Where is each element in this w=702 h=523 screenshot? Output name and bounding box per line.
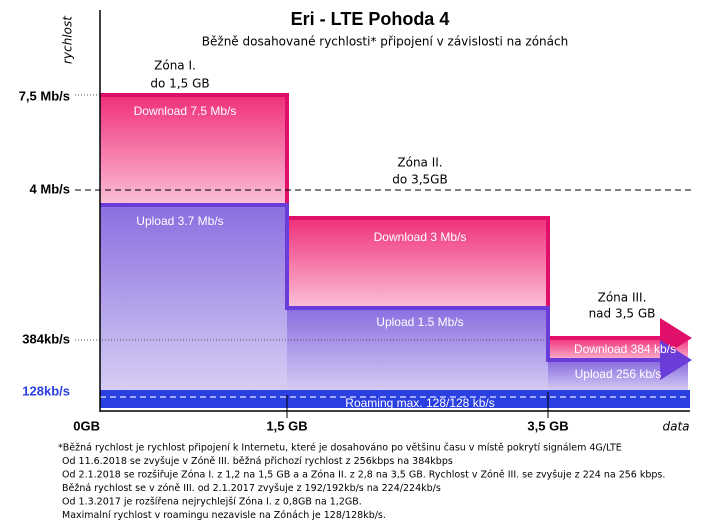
footnote: Maximalní rychlost v roamingu nezavisle … (62, 510, 386, 521)
y-label: 7,5 Mb/s (19, 88, 70, 103)
download-label: Download 7.5 Mb/s (134, 104, 237, 118)
download-label: Download 3 Mb/s (374, 230, 467, 244)
x-label: 1,5 GB (266, 418, 307, 433)
y-label: 384kb/s (22, 331, 70, 346)
roaming-label: Roaming max. 128/128 kb/s (345, 396, 494, 410)
x-label: 0GB (73, 418, 100, 433)
upload-label: Upload 1.5 Mb/s (376, 315, 463, 329)
footnote: Od 11.6.2018 se zvyšuje v Zóně III. běžn… (62, 456, 453, 467)
download-area (100, 95, 287, 205)
footnote: Od 1.3.2017 je rozšířena nejrychlejší Zó… (62, 497, 362, 508)
y-label: 128kb/s (22, 383, 70, 398)
zone-limit: do 1,5 GB (150, 77, 209, 91)
footnote: Od 2.1.2018 se rozšiřuje Zóna I. z 1,2 n… (62, 470, 665, 481)
upload-area (287, 308, 548, 395)
y-axis-label: rychlost (61, 15, 75, 64)
download-area (287, 218, 548, 308)
zone-name: Zóna II. (397, 156, 442, 170)
x-axis-label: data (662, 420, 689, 434)
upload-line (100, 203, 692, 380)
roaming-strip (100, 390, 690, 408)
footnote: *Běžná rychlost je rychlost připojení k … (58, 443, 622, 454)
zone-limit: do 3,5GB (392, 173, 447, 187)
upload-area (100, 205, 287, 395)
upload-label: Upload 256 kb/s (575, 367, 662, 381)
download-label: Download 384 kb/s (574, 342, 676, 356)
footnote: Běžná rychlost se v zóně III. od 2.1.201… (62, 483, 441, 494)
zone-name: Zóna III. (598, 291, 647, 305)
download-line (100, 93, 692, 358)
title: Eri - LTE Pohoda 4 (291, 9, 450, 29)
x-label: 3,5 GB (527, 418, 568, 433)
y-label: 4 Mb/s (30, 181, 70, 196)
footnotes: *Běžná rychlost je rychlost připojení k … (58, 443, 665, 522)
subtitle: Běžně dosahované rychlosti* připojení v … (202, 35, 568, 49)
zone-name: Zóna I. (154, 59, 196, 73)
upload-label: Upload 3.7 Mb/s (136, 214, 223, 228)
zone-limit: nad 3,5 GB (589, 307, 656, 321)
